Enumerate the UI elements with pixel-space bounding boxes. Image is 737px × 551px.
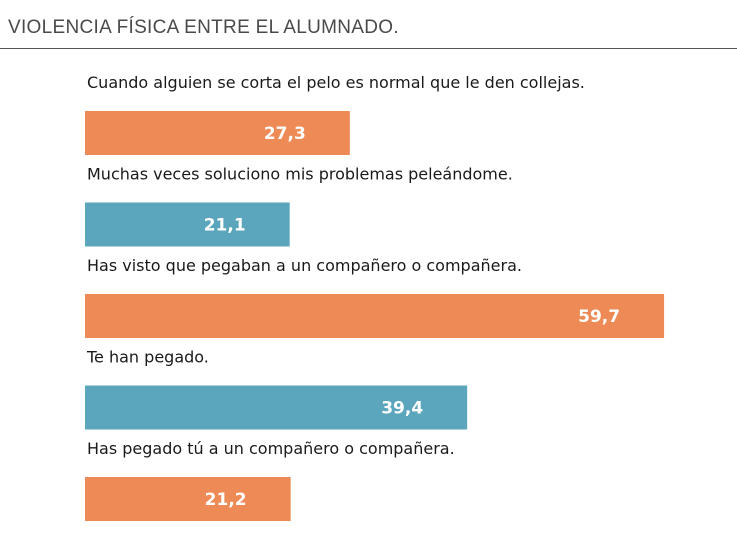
value-label: 21,1 — [204, 216, 246, 236]
chart-title: VIOLENCIA FÍSICA ENTRE EL ALUMNADO. — [8, 17, 399, 38]
value-label: 21,2 — [205, 490, 247, 510]
title-divider — [0, 48, 737, 49]
category-label: Muchas veces soluciono mis problemas pel… — [87, 165, 513, 184]
value-label: 27,3 — [264, 124, 306, 144]
category-label: Te han pegado. — [86, 348, 209, 367]
value-label: 59,7 — [578, 307, 620, 327]
category-label: Has pegado tú a un compañero o compañera… — [87, 439, 455, 458]
bar — [85, 385, 468, 430]
category-label: Cuando alguien se corta el pelo es norma… — [87, 73, 585, 92]
bar — [85, 111, 350, 155]
value-label: 39,4 — [381, 399, 423, 419]
category-label: Has visto que pegaban a un compañero o c… — [87, 256, 522, 275]
bar — [85, 294, 665, 338]
bar — [85, 202, 290, 247]
bar — [85, 477, 291, 521]
